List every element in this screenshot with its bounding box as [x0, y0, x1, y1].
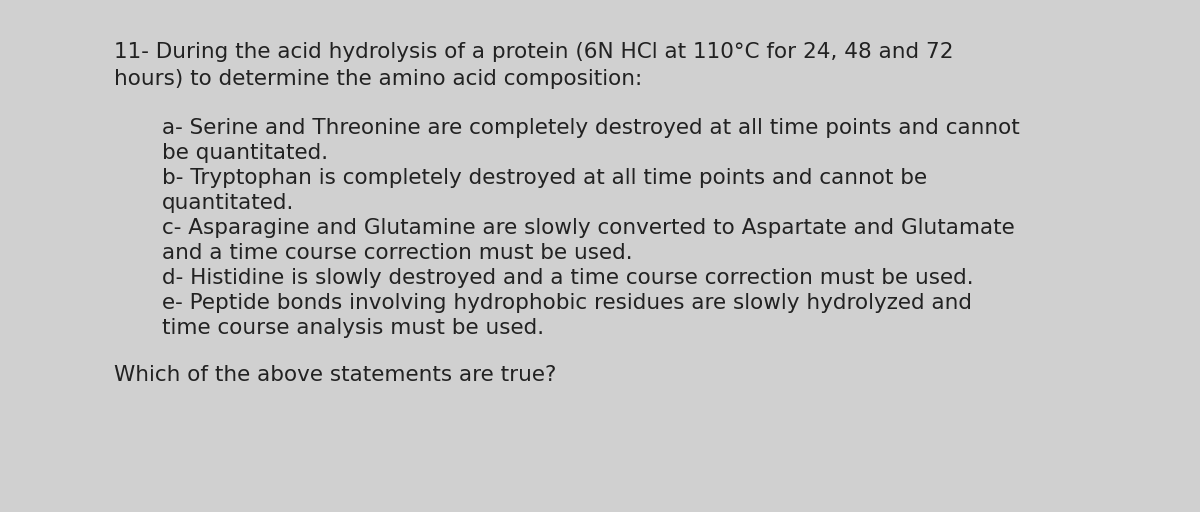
Text: quantitated.: quantitated.: [162, 193, 294, 213]
Text: c- Asparagine and Glutamine are slowly converted to Aspartate and Glutamate: c- Asparagine and Glutamine are slowly c…: [162, 218, 1015, 238]
Text: b- Tryptophan is completely destroyed at all time points and cannot be: b- Tryptophan is completely destroyed at…: [162, 168, 928, 188]
Text: e- Peptide bonds involving hydrophobic residues are slowly hydrolyzed and: e- Peptide bonds involving hydrophobic r…: [162, 293, 972, 313]
Text: d- Histidine is slowly destroyed and a time course correction must be used.: d- Histidine is slowly destroyed and a t…: [162, 268, 973, 288]
Text: be quantitated.: be quantitated.: [162, 143, 328, 163]
Text: time course analysis must be used.: time course analysis must be used.: [162, 318, 544, 338]
Text: Which of the above statements are true?: Which of the above statements are true?: [114, 365, 557, 385]
Text: a- Serine and Threonine are completely destroyed at all time points and cannot: a- Serine and Threonine are completely d…: [162, 118, 1020, 138]
Text: 11- During the acid hydrolysis of a protein (6N HCl at 110°C for 24, 48 and 72: 11- During the acid hydrolysis of a prot…: [114, 42, 954, 62]
Text: hours) to determine the amino acid composition:: hours) to determine the amino acid compo…: [114, 69, 642, 89]
Text: and a time course correction must be used.: and a time course correction must be use…: [162, 243, 632, 263]
